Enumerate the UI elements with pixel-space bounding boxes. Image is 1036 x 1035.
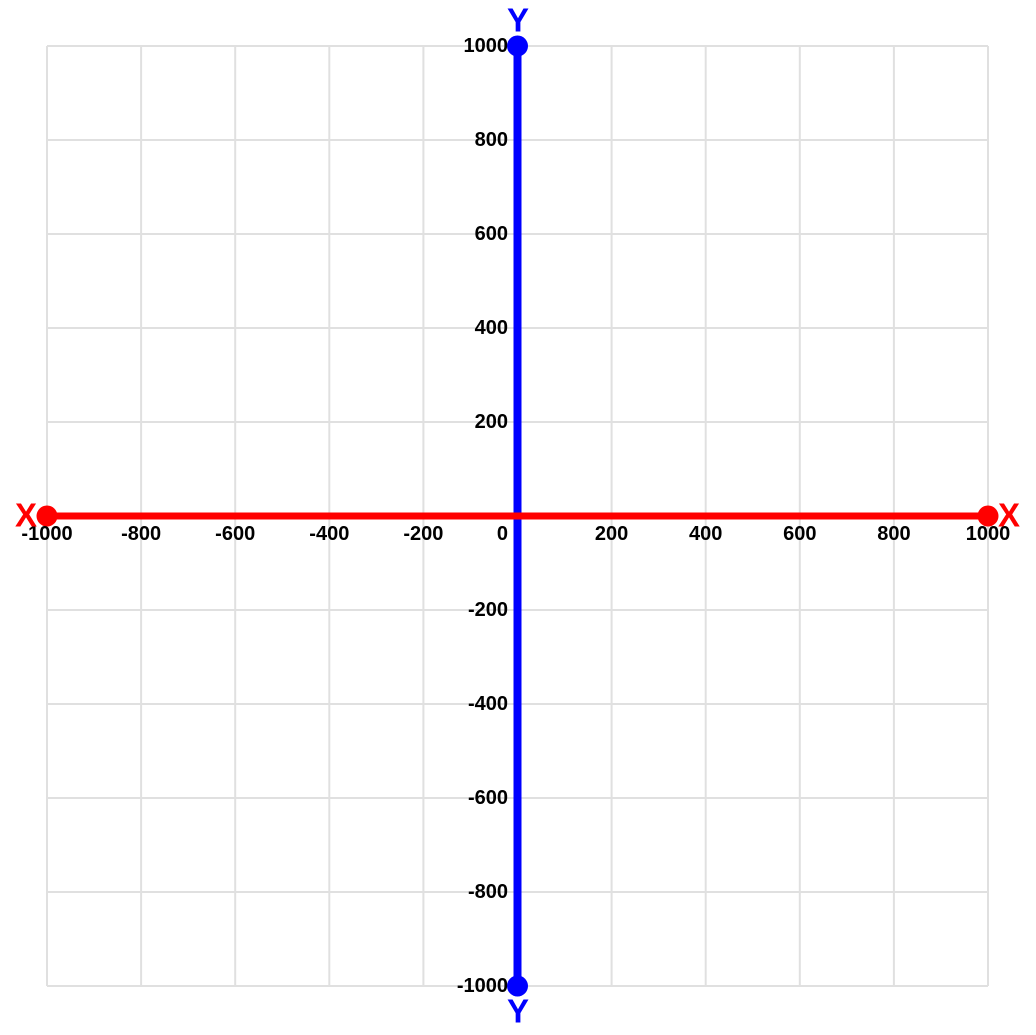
x-tick-label: 200 (594, 523, 629, 545)
y-tick-label: -600 (467, 787, 508, 809)
x-axis-right-endpoint-dot (977, 505, 999, 527)
x-tick-label: -800 (121, 523, 162, 545)
origin-tick-label: 0 (496, 523, 508, 545)
x-tick-label: -400 (309, 523, 350, 545)
y-tick-label: -400 (467, 693, 508, 715)
x-tick-label: 600 (783, 523, 817, 545)
x-tick-label: 400 (689, 523, 723, 545)
y-tick-label: 400 (474, 317, 508, 339)
y-axis-bottom-endpoint-dot (507, 975, 528, 997)
y-tick-label: -1000 (456, 975, 508, 997)
y-tick-label: 200 (474, 411, 508, 433)
y-tick-label: 600 (474, 223, 508, 245)
x-axis-left-endpoint-dot (36, 505, 58, 527)
y-tick-label: -800 (467, 881, 508, 903)
x-tick-label: 800 (877, 523, 911, 545)
y-axis-top-label: Y (506, 1, 530, 39)
y-axis-top-endpoint-dot (507, 35, 528, 57)
x-axis-right-label: X (997, 496, 1021, 534)
x-tick-label: -200 (403, 523, 444, 545)
y-tick-label: -200 (467, 599, 508, 621)
x-tick-label: 1000 (965, 523, 1011, 545)
y-axis-bottom-label: Y (506, 992, 530, 1030)
x-tick-label: -600 (215, 523, 256, 545)
x-tick-label: -1000 (21, 523, 73, 545)
x-axis-left-label: X (14, 496, 38, 534)
y-tick-label: 1000 (463, 35, 509, 57)
y-tick-label: 800 (474, 129, 508, 151)
